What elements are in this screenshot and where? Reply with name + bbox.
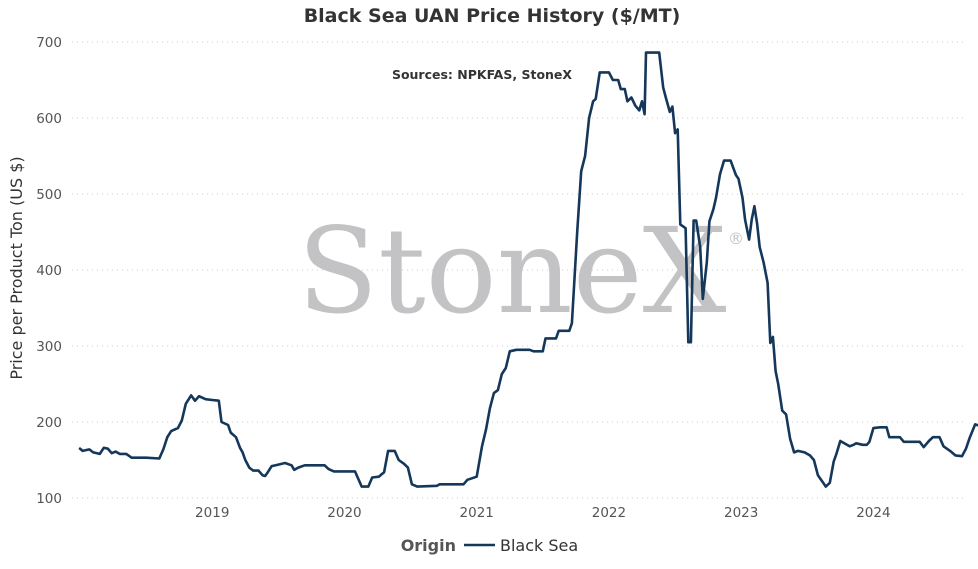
chart-title: Black Sea UAN Price History ($/MT) — [304, 5, 681, 27]
legend-title: Origin — [401, 536, 456, 555]
stonex-watermark: StoneX — [297, 202, 726, 340]
y-tick-labels: 100 200 300 400 500 600 700 — [36, 35, 62, 507]
grid-lines — [72, 41, 966, 499]
y-tick-label: 100 — [36, 491, 62, 507]
y-tick-label: 400 — [36, 263, 62, 279]
legend: Origin Black Sea — [401, 536, 579, 555]
sources-annotation: Sources: NPKFAS, StoneX — [392, 67, 572, 82]
y-tick-label: 700 — [36, 35, 62, 51]
y-tick-label: 600 — [36, 111, 62, 127]
series-line-black-sea[interactable] — [78, 51, 978, 488]
x-tick-label: 2022 — [592, 505, 626, 521]
y-tick-label: 200 — [36, 415, 62, 431]
legend-label-black-sea[interactable]: Black Sea — [500, 536, 578, 555]
x-tick-labels: 2019 2020 2021 2022 2023 2024 — [195, 505, 891, 521]
x-tick-label: 2024 — [856, 505, 890, 521]
x-tick-label: 2021 — [460, 505, 494, 521]
y-tick-label: 500 — [36, 187, 62, 203]
y-tick-label: 300 — [36, 339, 62, 355]
plot-area — [78, 51, 978, 488]
watermark-registered-mark: ® — [728, 229, 744, 248]
y-axis-label: Price per Product Ton (US $) — [7, 156, 26, 379]
x-tick-label: 2023 — [724, 505, 758, 521]
x-tick-label: 2019 — [195, 505, 229, 521]
x-tick-label: 2020 — [327, 505, 361, 521]
